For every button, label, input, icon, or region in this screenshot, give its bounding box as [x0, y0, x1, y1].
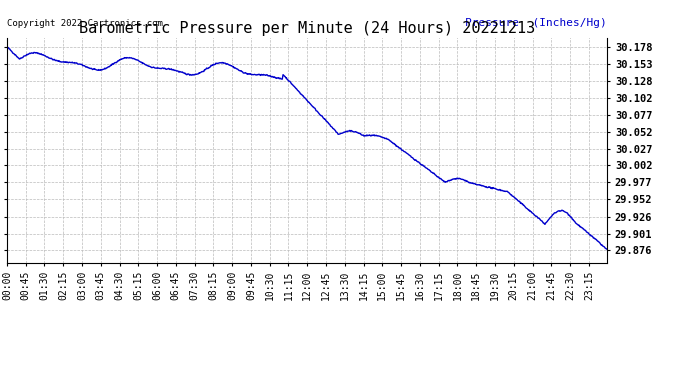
- Title: Barometric Pressure per Minute (24 Hours) 20221213: Barometric Pressure per Minute (24 Hours…: [79, 21, 535, 36]
- Text: Copyright 2022 Cartronics.com: Copyright 2022 Cartronics.com: [7, 20, 163, 28]
- Text: Pressure  (Inches/Hg): Pressure (Inches/Hg): [466, 18, 607, 28]
